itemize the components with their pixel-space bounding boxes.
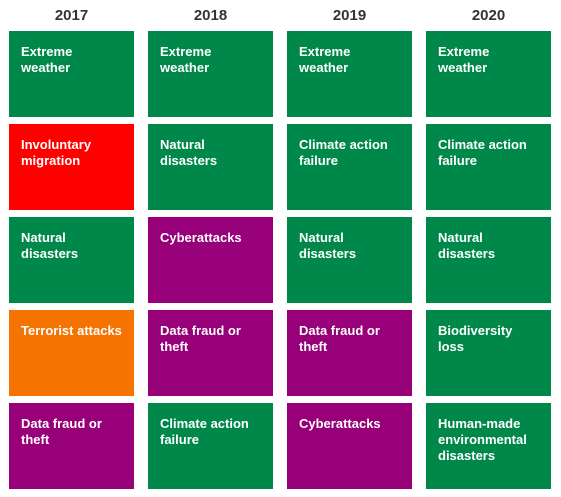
year-header: 2018 xyxy=(193,7,228,24)
risk-tile: Cyberattacks xyxy=(287,403,412,489)
risk-tile: Natural disasters xyxy=(148,124,273,210)
risk-tile: Terrorist attacks xyxy=(9,310,134,396)
year-header: 2020 xyxy=(471,7,506,24)
risk-tile: Extreme weather xyxy=(148,31,273,117)
risk-tile: Natural disasters xyxy=(9,217,134,303)
risk-tile: Biodiversity loss xyxy=(426,310,551,396)
risk-grid: 2017 Extreme weather Involuntary migrati… xyxy=(9,0,552,497)
year-header: 2017 xyxy=(54,7,89,24)
risk-tile-list: Extreme weather Involuntary migration Na… xyxy=(9,31,134,489)
risk-tile-list: Extreme weather Climate action failure N… xyxy=(287,31,412,489)
risk-tile: Natural disasters xyxy=(426,217,551,303)
risk-tile: Cyberattacks xyxy=(148,217,273,303)
risk-tile: Human-made environmental disasters xyxy=(426,403,551,489)
risk-tile: Climate action failure xyxy=(287,124,412,210)
year-column-2019: 2019 Extreme weather Climate action fail… xyxy=(287,0,412,497)
risk-tile: Data fraud or theft xyxy=(148,310,273,396)
year-column-2017: 2017 Extreme weather Involuntary migrati… xyxy=(9,0,134,497)
risk-tile: Natural disasters xyxy=(287,217,412,303)
risk-tile: Data fraud or theft xyxy=(9,403,134,489)
risk-tile: Climate action failure xyxy=(148,403,273,489)
risk-tile-list: Extreme weather Natural disasters Cybera… xyxy=(148,31,273,489)
risk-tile: Extreme weather xyxy=(426,31,551,117)
year-header: 2019 xyxy=(332,7,367,24)
risk-tile: Extreme weather xyxy=(9,31,134,117)
risk-tile: Data fraud or theft xyxy=(287,310,412,396)
year-column-2018: 2018 Extreme weather Natural disasters C… xyxy=(148,0,273,497)
risk-tile: Extreme weather xyxy=(287,31,412,117)
risk-tile: Climate action failure xyxy=(426,124,551,210)
year-column-2020: 2020 Extreme weather Climate action fail… xyxy=(426,0,551,497)
risk-tile-list: Extreme weather Climate action failure N… xyxy=(426,31,551,489)
risk-tile: Involuntary migration xyxy=(9,124,134,210)
